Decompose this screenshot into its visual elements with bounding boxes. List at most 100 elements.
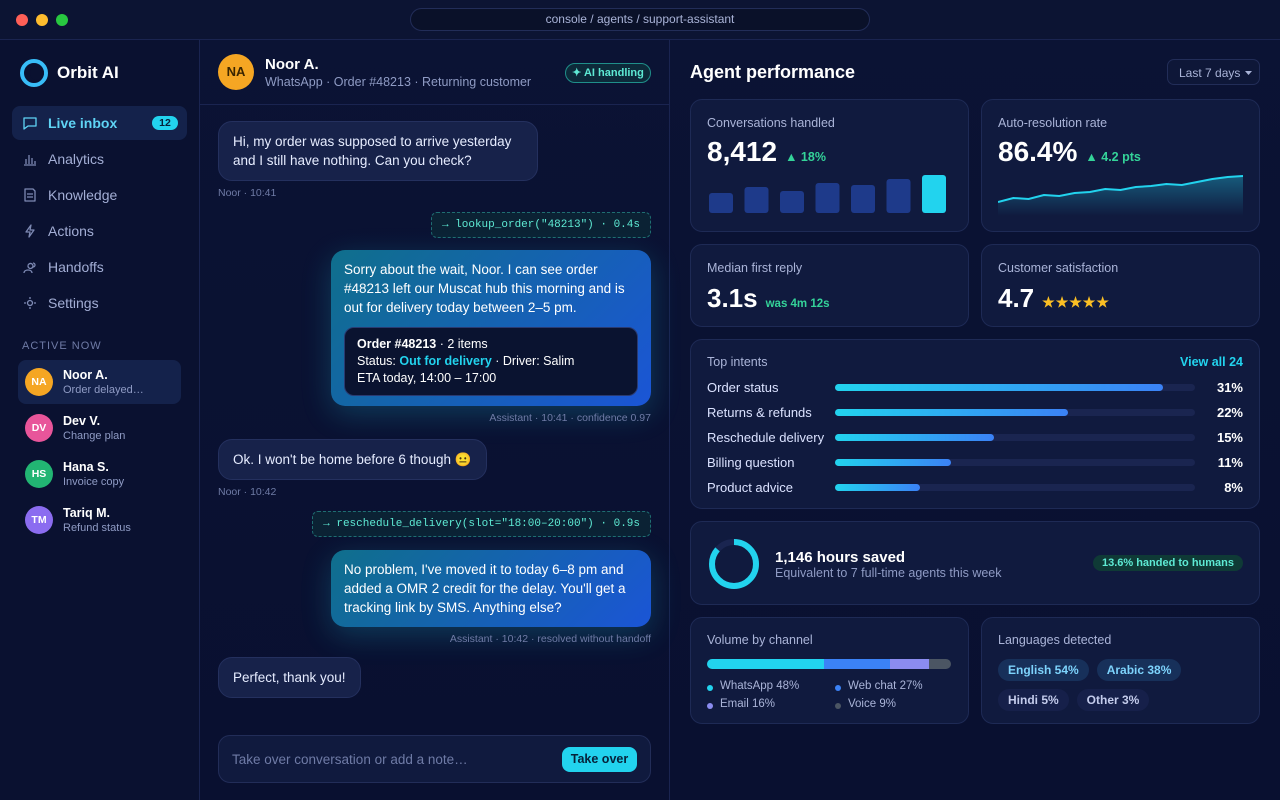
- contact-row[interactable]: NA Noor A. Order delayed…: [18, 360, 181, 404]
- maximize-dot[interactable]: [56, 14, 68, 26]
- intent-label: Billing question: [707, 455, 795, 470]
- legend-dot: [835, 685, 841, 691]
- message-meta: Noor · 10:42: [218, 486, 277, 498]
- kpi-stars: ★★★★★: [1042, 294, 1110, 310]
- assistant-bubble: Sorry about the wait, Noor. I can see or…: [331, 250, 651, 406]
- nav-item[interactable]: Analytics: [12, 142, 187, 176]
- tool-call: → reschedule_delivery(slot="18:00–20:00"…: [312, 511, 651, 537]
- kpi-value: 86.4% ▲ 4.2 pts: [998, 136, 1141, 168]
- take-over-button[interactable]: Take over: [562, 747, 637, 772]
- intents-link[interactable]: View all 24: [1179, 355, 1243, 369]
- nav-label: Live inbox: [48, 115, 118, 131]
- nav-item[interactable]: Live inbox 12: [12, 106, 187, 140]
- order-card-line: Status: Out for delivery · Driver: Salim: [357, 353, 625, 370]
- mini-bar: [886, 179, 911, 213]
- savings-card: 1,146 hours saved Equivalent to 7 full-ti…: [690, 521, 1260, 605]
- intents-card: Top intents View all 24 Order status 31% Ret…: [690, 339, 1260, 509]
- contact-avatar: NA: [218, 54, 254, 90]
- kpi-card: Conversations handled 8,412 ▲ 18%: [690, 99, 969, 232]
- nav-icon: [25, 224, 35, 238]
- intent-value: 31%: [1216, 380, 1243, 395]
- nav-label: Actions: [48, 223, 94, 239]
- message: No problem, I've moved it to today 6–8 p…: [218, 550, 651, 645]
- intent-value: 15%: [1216, 430, 1243, 445]
- contact-row[interactable]: HS Hana S. Invoice copy: [18, 452, 181, 496]
- customer-bubble: Perfect, thank you!: [218, 657, 361, 698]
- close-dot[interactable]: [16, 14, 28, 26]
- contact-row[interactable]: TM Tariq M. Refund status: [18, 498, 181, 542]
- kpi-delta: ▲ 4.2 pts: [1085, 150, 1141, 164]
- order-card-text: · Driver: Salim: [491, 354, 575, 368]
- order-card-line: ETA today, 14:00 – 17:00: [357, 370, 625, 387]
- brand-name: Orbit AI: [57, 63, 119, 82]
- kpi-label: Conversations handled: [707, 116, 835, 130]
- legend-dot: [707, 685, 713, 691]
- nav-item[interactable]: Settings: [12, 286, 187, 320]
- mini-bar: [922, 175, 946, 213]
- url-bar[interactable]: console / agents / support-assistant: [410, 8, 870, 31]
- sparkline: [998, 175, 1244, 216]
- nav-label: Analytics: [48, 151, 105, 167]
- order-card-text: Order #48213: [357, 337, 437, 351]
- nav-label: Settings: [48, 295, 99, 311]
- intent-track: [835, 409, 1195, 416]
- order-card-line: Order #48213 · 2 items: [357, 336, 625, 353]
- nav-item[interactable]: Handoffs: [12, 250, 187, 284]
- tool-call: → lookup_order("48213") · 0.4s: [430, 212, 651, 238]
- message-meta: Assistant · 10:42 · resolved without han…: [449, 633, 651, 645]
- nav-item[interactable]: Knowledge: [12, 178, 187, 212]
- channels-title: Volume by channel: [707, 633, 813, 647]
- contact-meta: WhatsApp · Order #48213 · Returning cust…: [265, 75, 532, 89]
- sparkline-line: [998, 175, 1244, 203]
- order-card-text: Status:: [357, 354, 400, 368]
- channel-segment: [824, 659, 890, 669]
- message: Perfect, thank you!: [218, 657, 651, 698]
- language-tag: English 54%: [998, 659, 1089, 681]
- mini-bar: [851, 185, 875, 213]
- intent-bar: [835, 409, 1068, 416]
- order-card-text: · 2 items: [436, 337, 488, 351]
- language-tag: Hindi 5%: [998, 689, 1069, 711]
- intent-bar: [835, 434, 994, 441]
- range-label: Last 7 days: [1179, 66, 1241, 80]
- nav-label: Handoffs: [48, 259, 104, 275]
- contact-row[interactable]: DV Dev V. Change plan: [18, 406, 181, 450]
- assistant-bubble: No problem, I've moved it to today 6–8 p…: [331, 550, 651, 627]
- minimize-dot[interactable]: [36, 14, 48, 26]
- intent-value: 11%: [1217, 455, 1243, 470]
- message: → reschedule_delivery(slot="18:00–20:00"…: [218, 511, 651, 537]
- contact-avatar: NA: [25, 368, 53, 396]
- contact-avatar: DV: [25, 414, 53, 442]
- kpi-card: Customer satisfaction 4.7 ★★★★★: [981, 244, 1260, 327]
- order-card-text: ETA today, 14:00 – 17:00: [357, 371, 497, 385]
- channel-segment: [707, 659, 825, 669]
- message-text: Sorry about the wait, Noor. I can see or…: [344, 262, 625, 315]
- kpi-number: 8,412: [707, 136, 778, 167]
- contact-name: Noor A.: [265, 56, 319, 73]
- dashboard-title: Agent performance: [690, 62, 856, 82]
- intent-track: [835, 434, 1195, 441]
- range-select[interactable]: Last 7 days: [1167, 59, 1260, 85]
- active-heading: ACTIVE NOW: [22, 340, 102, 352]
- nav-item[interactable]: Actions: [12, 214, 187, 248]
- conversation-divider: [669, 40, 670, 800]
- nav-badge: 12: [152, 116, 178, 130]
- language-tag: Arabic 38%: [1096, 659, 1182, 681]
- language-tag: Other 3%: [1076, 689, 1150, 711]
- message-meta: Assistant · 10:41 · confidence 0.97: [489, 412, 651, 424]
- savings-detail: Equivalent to 7 full-time agents this we…: [775, 566, 1002, 580]
- kpi-label: Median first reply: [707, 261, 803, 275]
- legend-label: Voice 9%: [848, 698, 896, 710]
- message: Hi, my order was supposed to arrive yest…: [218, 121, 651, 199]
- kpi-value: 3.1s was 4m 12s: [707, 283, 830, 314]
- customer-bubble: Ok. I won't be home before 6 though 😐: [218, 439, 487, 480]
- kpi-card: Median first reply 3.1s was 4m 12s: [690, 244, 969, 327]
- kpi-number: 3.1s: [707, 283, 758, 313]
- nav-label: Knowledge: [48, 187, 118, 203]
- nav-icon-shape: [25, 224, 35, 238]
- savings-pill: 13.6% handed to humans: [1092, 555, 1243, 571]
- kpi-number: 4.7: [998, 283, 1035, 313]
- intent-track: [835, 384, 1195, 391]
- ai-badge[interactable]: ✦ AI handling: [565, 63, 651, 83]
- intent-label: Reschedule delivery: [707, 430, 825, 445]
